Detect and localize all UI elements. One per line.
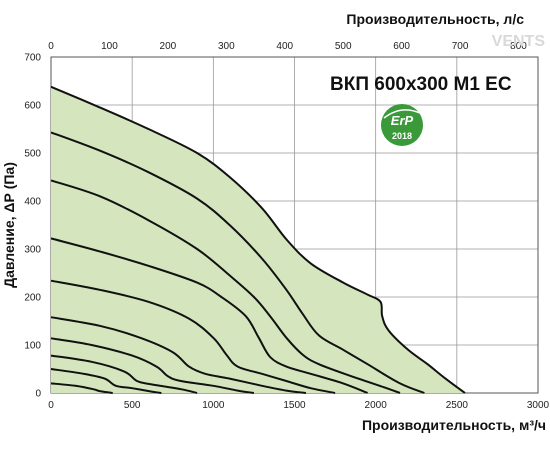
y-axis-title: Давление, ΔР (Па) [1, 162, 17, 288]
x2-tick-label: 400 [276, 41, 293, 52]
x2-tick-label: 800 [510, 41, 527, 52]
x2-tick-label: 700 [452, 41, 469, 52]
performance-curve-8 [50, 368, 162, 394]
x2-tick-label: 500 [335, 41, 352, 52]
envelope-curve [50, 85, 466, 394]
chart-title: ВКП 600x300 М1 ЕС [330, 74, 512, 95]
x-tick-label: 2000 [365, 400, 388, 411]
x2-tick-label: 0 [48, 41, 54, 52]
performance-curves [50, 85, 466, 394]
operating-area-fill [51, 86, 465, 394]
erp-badge-circle [381, 104, 423, 146]
x-tick-label: 0 [48, 400, 54, 411]
y-tick-label: 300 [24, 245, 41, 256]
erp-badge: ErP 2018 [381, 104, 423, 146]
x-tick-label: 1000 [202, 400, 225, 411]
x-tick-label: 1500 [283, 400, 306, 411]
y-tick-label: 600 [24, 101, 41, 112]
performance-curve-2 [50, 179, 401, 394]
x2-tick-label: 100 [101, 41, 118, 52]
x2-tick-label: 300 [218, 41, 235, 52]
erp-badge-text: ErP [391, 113, 414, 128]
y-tick-label: 500 [24, 149, 41, 160]
performance-curve-3 [50, 237, 368, 394]
performance-curve-5 [50, 316, 307, 394]
performance-curve-4 [50, 279, 336, 394]
performance-curve-6 [50, 337, 255, 394]
x2-tick-label: 600 [393, 41, 410, 52]
x2-axis-title: Производительность, л/с [346, 11, 524, 27]
y-tick-label: 400 [24, 197, 41, 208]
y-tick-label: 0 [35, 389, 41, 400]
x2-tick-label: 200 [160, 41, 177, 52]
x-tick-label: 3000 [527, 400, 550, 411]
y-tick-label: 200 [24, 293, 41, 304]
erp-badge-year: 2018 [392, 131, 412, 141]
y-tick-label: 700 [24, 53, 41, 64]
x-tick-label: 500 [124, 400, 141, 411]
x-tick-label: 2500 [446, 400, 469, 411]
erp-badge-leaf-icon [383, 109, 423, 119]
performance-curve-7 [50, 354, 198, 394]
performance-curve-9 [50, 382, 113, 394]
brand-watermark: VENTS [492, 33, 546, 50]
y-tick-label: 100 [24, 341, 41, 352]
performance-curve-1 [50, 131, 425, 394]
x-axis-title: Производительность, м³/ч [362, 417, 546, 433]
